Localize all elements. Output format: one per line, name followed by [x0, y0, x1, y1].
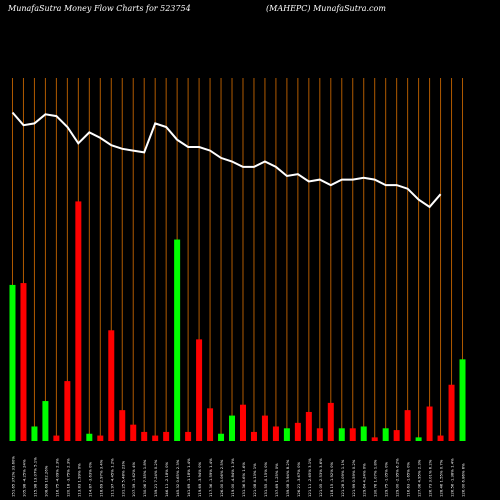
x-tick-label: 108.69 102.26%	[43, 465, 48, 497]
x-tick-label: 145.32 0.65% 2.3%	[175, 459, 180, 497]
money-flow-bar	[207, 408, 214, 441]
money-flow-bar	[316, 428, 323, 441]
x-tick-label: 119.69 -3.94% 0%	[197, 461, 202, 497]
money-flow-bar	[141, 431, 148, 441]
x-tick-label: 118.69 2.97% 3.4%	[98, 459, 103, 497]
x-tick-labels: 151.65 372% 33.60% 105.98 -4.25% 24% 115.9…	[10, 456, 465, 497]
money-flow-bar	[437, 435, 444, 441]
money-flow-bar	[371, 437, 378, 441]
money-flow-bar	[229, 415, 236, 441]
money-flow-bar	[86, 433, 93, 441]
money-flow-bar	[393, 430, 400, 441]
money-flow-bar	[250, 431, 257, 441]
x-tick-label: 146.11 -2.18% 0%	[164, 461, 169, 497]
x-tick-label: 130.06 7.35% 1.8%	[142, 459, 147, 497]
x-tick-label: 131.55 -0.15% 0%	[263, 461, 268, 497]
x-tick-label: 121.99 0.59% 0.2%	[351, 459, 356, 497]
x-tick-label: 119.00 -4.84% 1.3%	[230, 458, 235, 497]
x-tick-label: 118.15 -1.92% 0%	[329, 461, 334, 497]
x-tick-label: 114.87 -3.63% 0%	[87, 461, 92, 497]
x-tick-label: 129.64 4.24% 0%	[362, 463, 367, 497]
money-flow-bar	[75, 201, 82, 441]
chart-header-right: (MAHEPC) MunafaSutra.com	[266, 4, 386, 13]
x-tick-label: 141.69 -1.18% 1.4%	[186, 458, 191, 497]
money-flow-bar	[9, 284, 16, 441]
money-flow-bar	[130, 424, 137, 441]
x-tick-label: 121.08 4.13% 1%	[252, 463, 257, 497]
x-tick-label: 115.98 13.07% 5.1%	[32, 457, 37, 497]
x-tick-label: 127.06 4.95% 2.3%	[417, 459, 422, 497]
x-tick-label: 121.28 3.09% 1.1%	[340, 459, 345, 497]
x-tick-label: 111.97 -4.45% 1.2%	[109, 458, 114, 497]
money-flow-bar	[239, 404, 246, 441]
money-flow-bar	[360, 426, 367, 441]
money-flow-bar	[305, 411, 312, 441]
money-flow-bar	[152, 435, 159, 441]
x-tick-label: 120.18 -3.75% 2.3%	[65, 458, 70, 497]
x-tick-label: 113.83 1.99% 0%	[76, 463, 81, 497]
x-tick-label: 131.25 5.48% 23%	[120, 460, 125, 497]
money-flow-bar	[218, 433, 225, 441]
money-flow-bar	[283, 428, 290, 441]
money-flow-bar	[426, 406, 433, 441]
x-tick-label: 126.00 6.86% 6%	[461, 463, 466, 497]
x-tick-label: 131.36 5.6% 1.6%	[241, 462, 246, 497]
money-flow-bar	[327, 402, 334, 441]
x-tick-label: 128.46 1.55% 0.7%	[439, 459, 444, 497]
money-flow-bar	[42, 401, 49, 441]
x-tick-label: 137.69 1.25% 0%	[274, 463, 279, 497]
x-tick-label: 107.39 -1.62% 4%	[131, 461, 136, 497]
x-tick-label: 116.63 -1.65% 0%	[406, 461, 411, 497]
x-tick-label: 126.56 -1.38% 1.4%	[450, 458, 455, 497]
money-flow-bar	[196, 339, 203, 441]
x-tick-label: 121.11 -2.65% 3.1%	[307, 458, 312, 497]
money-flow-bar	[119, 410, 126, 441]
money-flow-bar	[459, 359, 466, 441]
money-flow-bar	[338, 428, 345, 441]
x-tick-label: 126.00 3.06% 2.5%	[219, 459, 224, 497]
money-flow-bars	[9, 201, 466, 441]
x-tick-label: 126.21 -3.67% 0%	[296, 461, 301, 497]
x-tick-label: 121.05 -2.53% 3.6%	[318, 458, 323, 497]
money-flow-bar	[64, 381, 71, 441]
money-flow-bar	[404, 410, 411, 441]
money-flow-bar	[20, 283, 27, 441]
x-tick-label: 139.21 7.24% 0.2%	[153, 459, 158, 497]
money-flow-bar	[294, 422, 301, 441]
money-flow-bar	[349, 428, 356, 441]
money-flow-bar	[272, 426, 279, 441]
x-tick-label: 130.76 1.07% 1.8%	[373, 459, 378, 497]
money-flow-bar	[163, 431, 170, 441]
money-flow-bar	[448, 384, 455, 441]
money-flow-bar	[108, 330, 115, 441]
money-flow-bar	[174, 239, 181, 441]
money-flow-bar	[415, 437, 422, 441]
money-flow-bar	[261, 415, 268, 441]
money-flow-bar	[382, 428, 389, 441]
x-tick-label: 117.36 -1.59% 1.4%	[208, 458, 213, 497]
x-tick-label: 126.73 3.01% 6.2%	[428, 459, 433, 497]
x-tick-label: 105.98 -4.25% 24%	[21, 459, 26, 497]
money-flow-bar	[97, 435, 104, 441]
x-tick-label: 129.75 -1.05% 0%	[384, 461, 389, 497]
chart-header-left: MunafaSutra Money Flow Charts for 523754	[8, 4, 191, 13]
price-line	[11, 111, 442, 209]
x-tick-label: 129.00 -2.95% 6.2%	[395, 458, 400, 497]
x-tick-label: 139.08 3.94% 8.2%	[285, 459, 290, 497]
gridlines	[11, 78, 464, 441]
x-tick-label: 151.65 372% 33.60%	[10, 456, 15, 497]
money-flow-bar	[31, 426, 38, 441]
money-flow-bar	[185, 431, 192, 441]
x-tick-label: 116.75 -4.09% 2.3%	[54, 458, 59, 497]
money-flow-bar	[53, 435, 60, 441]
